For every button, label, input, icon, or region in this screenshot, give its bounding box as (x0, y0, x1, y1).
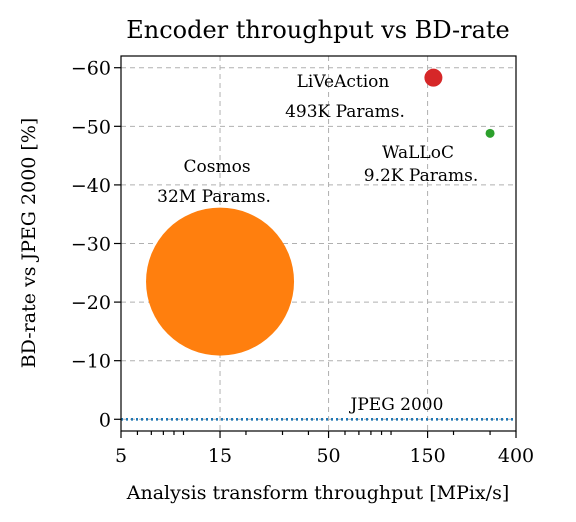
cosmos-point (146, 207, 295, 356)
liveaction-point (424, 68, 443, 87)
cosmos-params-label: 32M Params. (157, 187, 271, 207)
liveaction-label: LiVeAction (297, 72, 390, 92)
x-tick-label: 50 (316, 445, 340, 467)
jpeg2000-label: JPEG 2000 (349, 395, 444, 415)
x-axis-label: Analysis transform throughput [MPix/s] (126, 482, 509, 504)
y-tick-label: −60 (71, 58, 111, 80)
y-tick-label: −50 (71, 116, 111, 138)
x-tick-label: 5 (115, 445, 127, 467)
y-tick-label: 0 (99, 409, 111, 431)
x-tick-label: 150 (409, 445, 445, 467)
chart-title: Encoder throughput vs BD-rate (126, 16, 510, 44)
walloc-label: WaLLoC (382, 143, 454, 163)
liveaction-params-label: 493K Params. (285, 102, 405, 122)
cosmos-label: Cosmos (184, 157, 251, 177)
annotations-layer: Cosmos 32M Params. LiVeAction 493K Params. W… (157, 72, 478, 415)
y-axis-label: BD-rate vs JPEG 2000 [%] (18, 118, 40, 369)
x-tick-label: 15 (208, 445, 232, 467)
y-tick-label: −30 (71, 234, 111, 256)
ticks-layer: 5 15 50 150 400 0 −10 −20 −30 −40 −50 −60 (71, 58, 534, 467)
y-tick-label: −20 (71, 292, 111, 314)
x-tick-label: 400 (498, 445, 534, 467)
points-layer (146, 68, 495, 356)
walloc-params-label: 9.2K Params. (364, 166, 478, 186)
y-tick-label: −40 (71, 175, 111, 197)
walloc-point (485, 128, 495, 138)
y-tick-label: −10 (71, 351, 111, 373)
